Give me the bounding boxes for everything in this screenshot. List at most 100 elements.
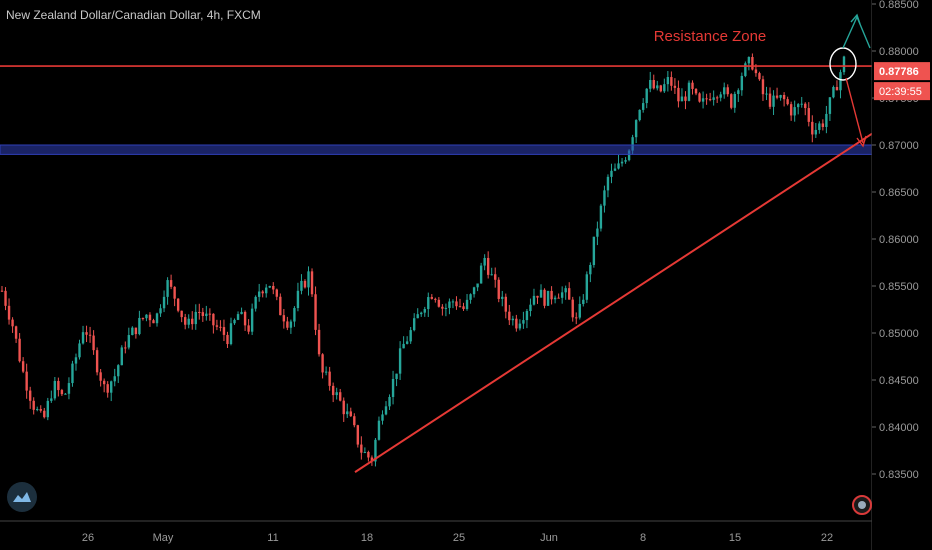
candle-body <box>627 150 631 161</box>
candle-body <box>522 320 525 324</box>
candle-body <box>807 108 810 122</box>
candle-body <box>279 296 282 316</box>
candle-body <box>240 311 243 315</box>
candle-body <box>504 296 507 312</box>
candle-body <box>229 323 233 345</box>
bearish-arrow[interactable] <box>845 77 864 144</box>
candle-body <box>444 307 448 309</box>
candle-body <box>64 393 67 395</box>
candle-body <box>155 313 159 324</box>
candle-body <box>610 170 613 177</box>
candle-body <box>88 334 92 336</box>
candle-body <box>226 334 229 345</box>
candle-body <box>814 129 818 135</box>
candle-body <box>412 318 416 331</box>
time-tick-label: 25 <box>453 532 465 544</box>
candle-body <box>546 290 550 306</box>
candle-body <box>78 343 81 358</box>
candle-body <box>148 314 152 321</box>
candle-body <box>441 306 444 309</box>
time-tick-label: Jun <box>540 532 558 544</box>
candle-body <box>617 163 620 169</box>
candle-body <box>800 103 803 105</box>
candle-body <box>46 400 49 418</box>
candle-body <box>825 113 828 127</box>
candle-body <box>490 274 493 276</box>
candle-body <box>659 85 663 92</box>
snapshot-icon[interactable] <box>852 495 872 515</box>
candle-body <box>751 57 754 70</box>
candle-body <box>472 287 476 295</box>
candle-body <box>398 348 402 374</box>
candle-body <box>712 97 715 100</box>
candle-body <box>416 314 419 319</box>
candle-body <box>81 332 85 344</box>
candle-body <box>293 308 296 322</box>
candle-body <box>511 318 515 321</box>
candle-body <box>420 312 423 315</box>
candle-body <box>839 72 842 91</box>
candle-body <box>32 400 35 410</box>
price-axis[interactable]: 0.885000.880000.875000.870000.865000.860… <box>872 0 932 550</box>
candle-body <box>797 104 800 108</box>
candle-body <box>205 313 208 316</box>
candle-body <box>43 410 46 418</box>
candle-body <box>145 314 148 319</box>
candle-body <box>578 303 581 318</box>
candle-body <box>592 236 596 266</box>
chart-title: New Zealand Dollar/Canadian Dollar, 4h, … <box>6 8 261 22</box>
candle-body <box>250 308 254 332</box>
time-tick-label: 11 <box>267 532 278 544</box>
candle-body <box>606 176 610 191</box>
candle-body <box>7 305 11 320</box>
time-axis[interactable]: 26 May 11 18 25 Jun 8 15 22 <box>82 532 833 544</box>
candle-body <box>529 304 532 312</box>
candle-body <box>494 274 497 280</box>
candle-body <box>828 97 832 114</box>
candle-body <box>176 298 180 311</box>
price-tick-label: 0.88500 <box>879 0 919 11</box>
candle-body <box>286 321 289 328</box>
candle-body <box>127 335 131 348</box>
candle-body <box>173 286 176 299</box>
tradingview-logo-icon[interactable] <box>7 482 37 512</box>
candle-body <box>117 365 120 377</box>
candle-body <box>138 317 141 335</box>
candle-body <box>782 94 786 100</box>
candle-body <box>120 347 123 366</box>
candle-body <box>818 123 821 130</box>
candle-body <box>303 280 307 288</box>
candle-body <box>434 298 437 300</box>
candle-body <box>469 294 472 300</box>
candle-body <box>737 90 740 94</box>
price-tick-label: 0.84000 <box>879 422 919 434</box>
candle-body <box>804 103 807 109</box>
support-zone[interactable] <box>0 144 873 155</box>
candle-body <box>539 289 543 298</box>
candle-body <box>180 310 183 318</box>
candle-body <box>282 315 286 322</box>
candle-body <box>613 168 617 171</box>
candle-body <box>465 299 469 310</box>
candle-body <box>166 280 169 297</box>
time-tick-label: 15 <box>729 532 741 544</box>
candle-body <box>768 93 772 107</box>
candle-body <box>272 285 275 290</box>
candle-body <box>596 228 599 237</box>
candle-body <box>564 288 567 293</box>
candle-body <box>219 326 222 328</box>
candle-body <box>761 79 765 95</box>
candle-body <box>4 290 7 306</box>
ascending-trendline[interactable] <box>354 132 873 473</box>
candle-body <box>811 121 814 135</box>
candlestick-series <box>0 53 846 467</box>
candle-body <box>557 297 560 299</box>
candle-body <box>212 313 215 326</box>
candle-body <box>402 343 405 349</box>
candle-body <box>328 371 331 386</box>
time-tick-label: 22 <box>821 532 833 544</box>
candle-body <box>458 306 462 308</box>
candle-body <box>388 396 391 407</box>
